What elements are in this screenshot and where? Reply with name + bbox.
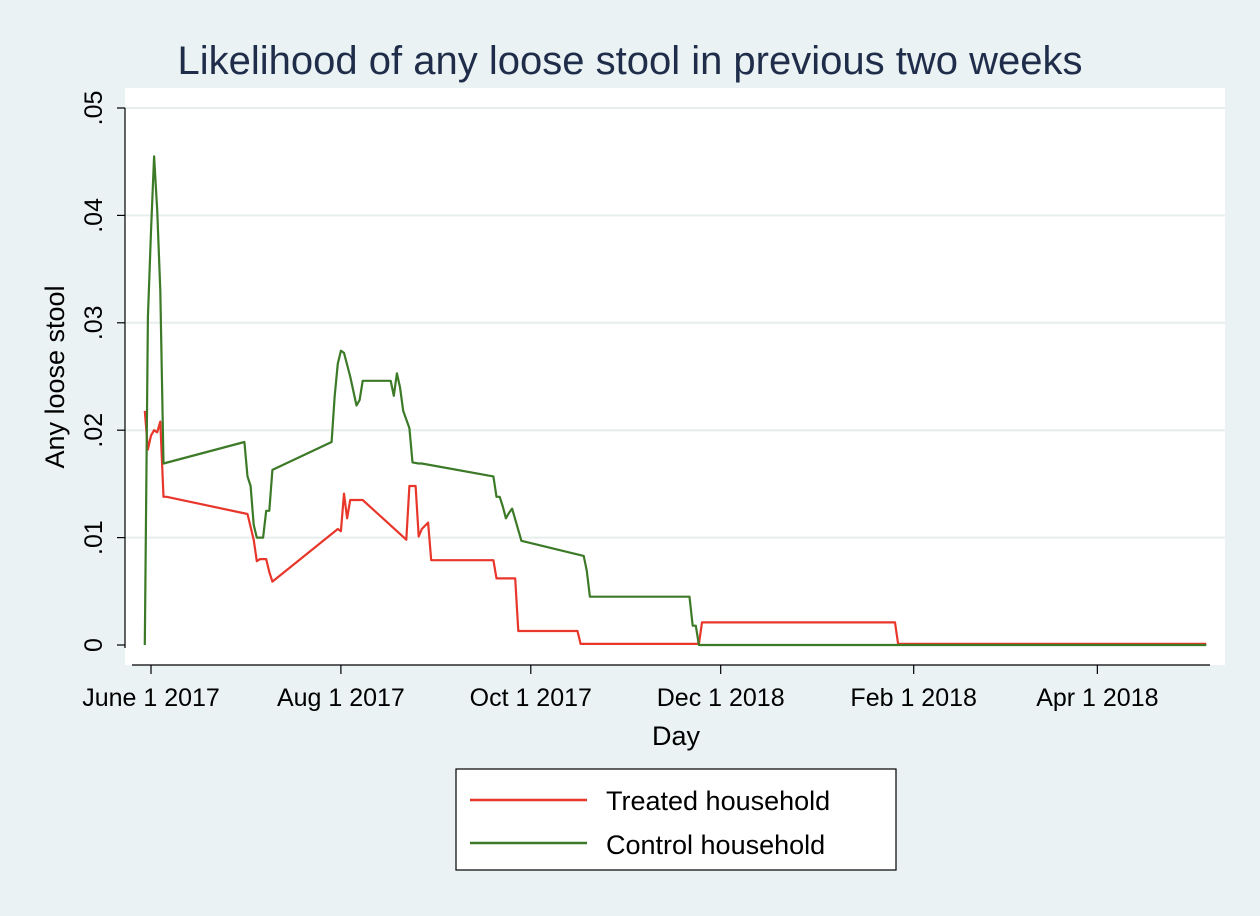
legend-label-treated: Treated household xyxy=(606,786,830,816)
legend-box xyxy=(455,768,897,871)
y-tick-label-2: .02 xyxy=(80,413,108,448)
chart-title: Likelihood of any loose stool in previou… xyxy=(178,39,1083,83)
y-tick-label-4: .04 xyxy=(80,198,108,233)
series-line-control xyxy=(143,155,1207,647)
y-axis-label: Any loose stool xyxy=(40,285,70,468)
x-tick-label-0: June 1 2017 xyxy=(82,684,220,712)
y-tick-label-1: .01 xyxy=(80,520,108,555)
y-tick-label-3: .03 xyxy=(80,305,108,340)
x-ticks: June 1 2017 Aug 1 2017 Oct 1 2017 Dec 1 201… xyxy=(82,665,1159,712)
gridlines xyxy=(125,107,1225,539)
series-line-treated xyxy=(143,410,1207,646)
y-tick-label-0: 0 xyxy=(80,638,108,652)
legend: Treated household Control household xyxy=(455,768,897,871)
x-tick-label-3: Dec 1 2018 xyxy=(657,684,785,712)
x-tick-label-1: Aug 1 2017 xyxy=(277,684,405,712)
x-tick-label-5: Apr 1 2018 xyxy=(1036,684,1158,712)
y-tick-label-5: .05 xyxy=(80,91,108,126)
x-tick-label-2: Oct 1 2017 xyxy=(470,684,592,712)
x-tick-label-4: Feb 1 2018 xyxy=(850,684,977,712)
series-lines xyxy=(143,155,1207,647)
y-ticks: 0 .01 .02 .03 .04 .05 xyxy=(80,91,125,652)
x-axis-label: Day xyxy=(652,721,701,751)
legend-label-control: Control household xyxy=(606,830,825,860)
plot-area xyxy=(125,88,1225,665)
